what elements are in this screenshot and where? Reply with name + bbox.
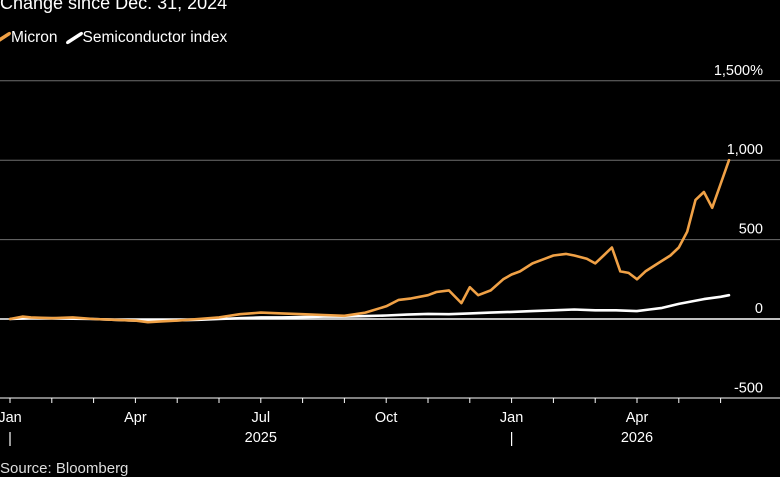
series-line-micron [8, 158, 731, 324]
y-tick-label: -500 [734, 380, 763, 396]
x-tick-label: Jan [0, 410, 22, 426]
source-note: Source: Bloomberg [0, 460, 129, 477]
y-tick-label: 1,500% [714, 63, 763, 79]
y-tick-label: 500 [739, 222, 763, 238]
x-year-label: 2025 [245, 430, 277, 446]
x-tick-label: Jul [252, 410, 271, 426]
legend-item-semiconductor-index: Semiconductor index [64, 29, 228, 47]
series-line-semiconductor-index [8, 293, 731, 322]
x-tick-label: Oct [375, 410, 398, 426]
y-tick-label: 0 [755, 301, 763, 317]
legend-label-semiconductor-index: Semiconductor index [82, 29, 228, 46]
legend-item-micron: Micron [0, 29, 58, 47]
x-year-label: 2026 [621, 430, 653, 446]
legend-label-micron: Micron [11, 29, 58, 46]
y-tick-label: 1,000 [727, 142, 763, 158]
x-tick-label: Apr [124, 410, 147, 426]
chart-legend: Micron Semiconductor index [0, 29, 227, 47]
x-tick-label: Jan [500, 410, 523, 426]
chart-subtitle: Change since Dec. 31, 2024 [0, 0, 228, 13]
x-tick-label: Apr [626, 410, 649, 426]
